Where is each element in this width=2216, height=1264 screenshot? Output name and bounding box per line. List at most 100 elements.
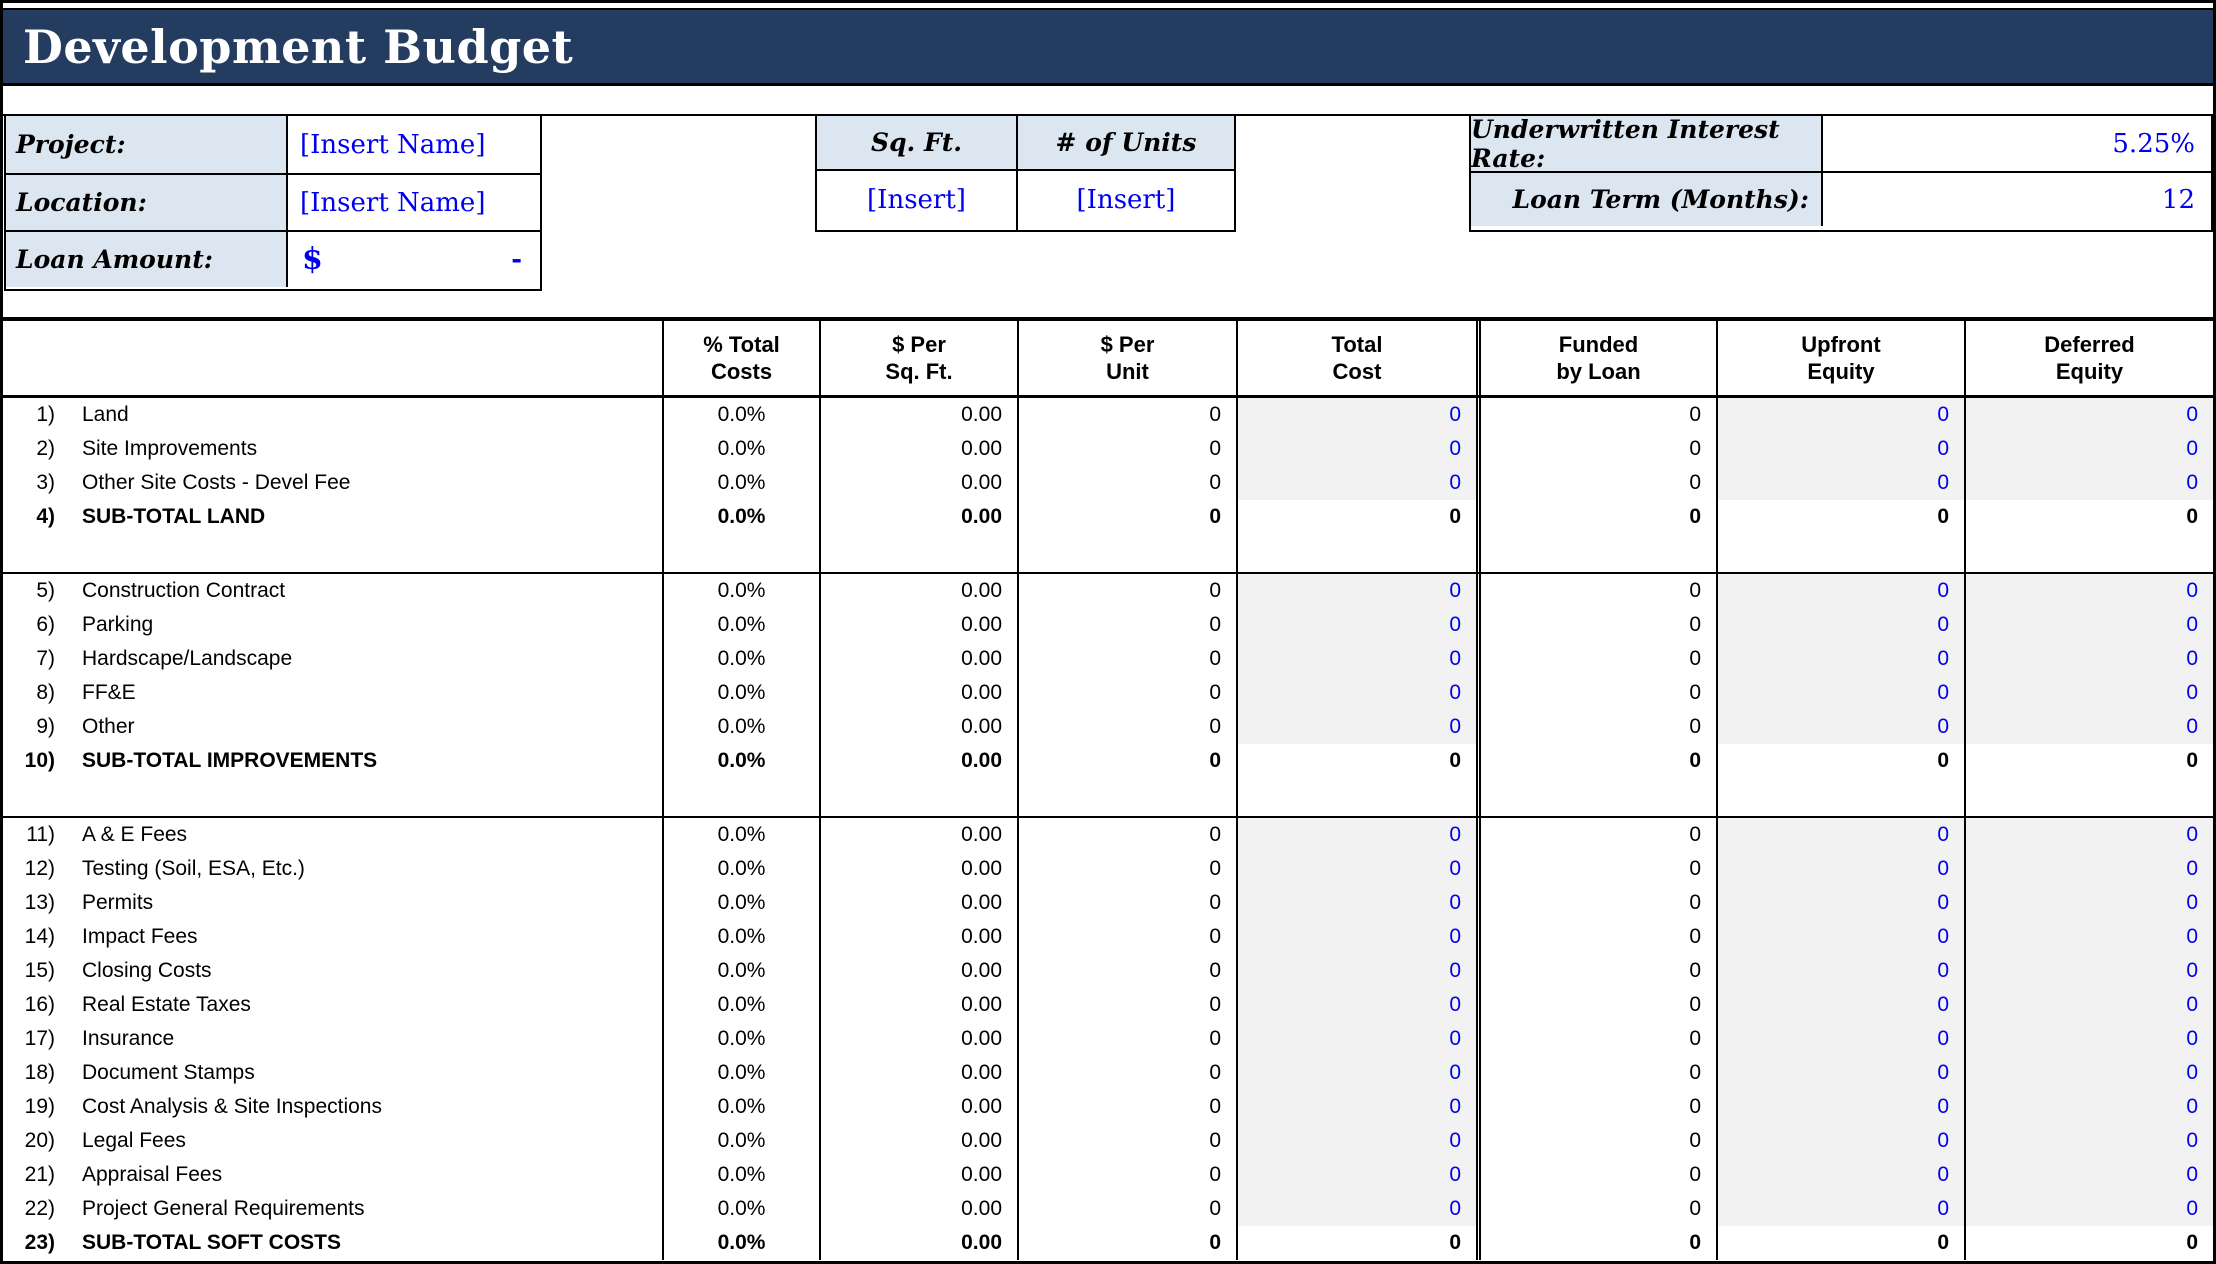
cell-total-cost[interactable]: 0 <box>1236 920 1476 954</box>
cell-deferred-equity[interactable]: 0 <box>1964 710 2213 744</box>
cell-upfront-equity[interactable]: 0 <box>1716 500 1964 534</box>
cell-total-cost[interactable]: 0 <box>1236 676 1476 710</box>
cell-upfront-equity[interactable]: 0 <box>1716 432 1964 466</box>
cell-deferred-equity[interactable]: 0 <box>1964 500 2213 534</box>
cell-upfront-equity[interactable]: 0 <box>1716 920 1964 954</box>
cell-upfront-equity[interactable]: 0 <box>1716 1124 1964 1158</box>
cell-total-cost[interactable] <box>1236 778 1476 816</box>
cell-total-cost[interactable]: 0 <box>1236 608 1476 642</box>
units-input-cell[interactable]: [Insert] <box>1018 171 1234 228</box>
cell-deferred-equity[interactable] <box>1964 778 2213 816</box>
sqft-input-cell[interactable]: [Insert] <box>817 171 1016 228</box>
cell-deferred-equity[interactable]: 0 <box>1964 432 2213 466</box>
cell-upfront-equity[interactable]: 0 <box>1716 1090 1964 1124</box>
cell-funded-by-loan <box>1476 534 1716 572</box>
cell-per-unit: 0 <box>1017 818 1236 852</box>
cell-upfront-equity[interactable]: 0 <box>1716 744 1964 778</box>
cell-deferred-equity[interactable]: 0 <box>1964 920 2213 954</box>
cell-total-cost[interactable]: 0 <box>1236 1124 1476 1158</box>
table-row: 13) Permits 0.0% 0.00 0 0 0 0 0 <box>3 886 2213 920</box>
cell-total-cost[interactable]: 0 <box>1236 1192 1476 1226</box>
cell-total-cost[interactable]: 0 <box>1236 1158 1476 1192</box>
cell-upfront-equity[interactable]: 0 <box>1716 886 1964 920</box>
cell-total-cost[interactable]: 0 <box>1236 1056 1476 1090</box>
cell-deferred-equity[interactable]: 0 <box>1964 818 2213 852</box>
cell-total-cost[interactable]: 0 <box>1236 642 1476 676</box>
cell-deferred-equity[interactable]: 0 <box>1964 398 2213 432</box>
cell-deferred-equity[interactable]: 0 <box>1964 1124 2213 1158</box>
cell-total-cost[interactable]: 0 <box>1236 852 1476 886</box>
table-row: 9) Other 0.0% 0.00 0 0 0 0 0 <box>3 710 2213 744</box>
cell-upfront-equity[interactable]: 0 <box>1716 710 1964 744</box>
row-label: Appraisal Fees <box>82 1163 223 1186</box>
cell-pct-total-costs: 0.0% <box>662 500 819 534</box>
cell-total-cost[interactable] <box>1236 534 1476 572</box>
cell-pct-total-costs: 0.0% <box>662 818 819 852</box>
cell-total-cost[interactable]: 0 <box>1236 574 1476 608</box>
cell-upfront-equity[interactable]: 0 <box>1716 988 1964 1022</box>
cell-total-cost[interactable]: 0 <box>1236 1226 1476 1260</box>
line-item-cell: 20) Legal Fees <box>3 1124 662 1158</box>
cell-deferred-equity[interactable]: 0 <box>1964 466 2213 500</box>
cell-deferred-equity[interactable]: 0 <box>1964 1158 2213 1192</box>
cell-upfront-equity[interactable]: 0 <box>1716 608 1964 642</box>
cell-upfront-equity[interactable]: 0 <box>1716 1226 1964 1260</box>
loan-term-input-cell[interactable]: 12 <box>1823 173 2211 226</box>
cell-total-cost[interactable]: 0 <box>1236 886 1476 920</box>
cell-deferred-equity[interactable]: 0 <box>1964 886 2213 920</box>
cell-upfront-equity[interactable] <box>1716 534 1964 572</box>
cell-upfront-equity[interactable]: 0 <box>1716 466 1964 500</box>
cell-deferred-equity[interactable]: 0 <box>1964 1192 2213 1226</box>
cell-deferred-equity[interactable]: 0 <box>1964 1022 2213 1056</box>
cell-upfront-equity[interactable]: 0 <box>1716 954 1964 988</box>
row-label: Site Improvements <box>82 437 258 460</box>
cell-deferred-equity[interactable]: 0 <box>1964 954 2213 988</box>
location-input-cell[interactable]: [Insert Name] <box>288 175 540 230</box>
project-input-cell[interactable]: [Insert Name] <box>288 116 540 173</box>
cell-upfront-equity[interactable]: 0 <box>1716 676 1964 710</box>
row-number: 9) <box>36 715 55 738</box>
cell-deferred-equity[interactable]: 0 <box>1964 642 2213 676</box>
cell-deferred-equity[interactable]: 0 <box>1964 608 2213 642</box>
table-row: 2) Site Improvements 0.0% 0.00 0 0 0 0 0 <box>3 432 2213 466</box>
cell-total-cost[interactable]: 0 <box>1236 744 1476 778</box>
cell-deferred-equity[interactable]: 0 <box>1964 988 2213 1022</box>
cell-per-unit: 0 <box>1017 852 1236 886</box>
cell-upfront-equity[interactable]: 0 <box>1716 398 1964 432</box>
cell-total-cost[interactable]: 0 <box>1236 432 1476 466</box>
cell-total-cost[interactable]: 0 <box>1236 500 1476 534</box>
row-label: Hardscape/Landscape <box>82 647 293 670</box>
project-label: Project: <box>6 116 288 173</box>
cell-total-cost[interactable]: 0 <box>1236 710 1476 744</box>
cell-total-cost[interactable]: 0 <box>1236 954 1476 988</box>
header-per-unit: $ Per Unit <box>1017 321 1236 395</box>
cell-total-cost[interactable]: 0 <box>1236 466 1476 500</box>
interest-rate-input-cell[interactable]: 5.25% <box>1823 116 2211 171</box>
cell-upfront-equity[interactable]: 0 <box>1716 1022 1964 1056</box>
cell-funded-by-loan: 0 <box>1476 852 1716 886</box>
cell-deferred-equity[interactable]: 0 <box>1964 1090 2213 1124</box>
cell-deferred-equity[interactable]: 0 <box>1964 676 2213 710</box>
cell-deferred-equity[interactable]: 0 <box>1964 1226 2213 1260</box>
cell-total-cost[interactable]: 0 <box>1236 818 1476 852</box>
loan-amount-input-cell[interactable]: $ - <box>288 232 540 287</box>
cell-total-cost[interactable]: 0 <box>1236 1022 1476 1056</box>
cell-upfront-equity[interactable]: 0 <box>1716 1158 1964 1192</box>
cell-deferred-equity[interactable]: 0 <box>1964 1056 2213 1090</box>
cell-deferred-equity[interactable]: 0 <box>1964 574 2213 608</box>
cell-deferred-equity[interactable] <box>1964 534 2213 572</box>
cell-per-sqft: 0.00 <box>819 500 1017 534</box>
cell-upfront-equity[interactable]: 0 <box>1716 1056 1964 1090</box>
cell-deferred-equity[interactable]: 0 <box>1964 744 2213 778</box>
cell-upfront-equity[interactable] <box>1716 778 1964 816</box>
cell-upfront-equity[interactable]: 0 <box>1716 818 1964 852</box>
cell-deferred-equity[interactable]: 0 <box>1964 852 2213 886</box>
cell-upfront-equity[interactable]: 0 <box>1716 574 1964 608</box>
cell-per-sqft: 0.00 <box>819 398 1017 432</box>
cell-total-cost[interactable]: 0 <box>1236 1090 1476 1124</box>
cell-upfront-equity[interactable]: 0 <box>1716 1192 1964 1226</box>
cell-total-cost[interactable]: 0 <box>1236 398 1476 432</box>
cell-upfront-equity[interactable]: 0 <box>1716 852 1964 886</box>
cell-upfront-equity[interactable]: 0 <box>1716 642 1964 676</box>
cell-total-cost[interactable]: 0 <box>1236 988 1476 1022</box>
